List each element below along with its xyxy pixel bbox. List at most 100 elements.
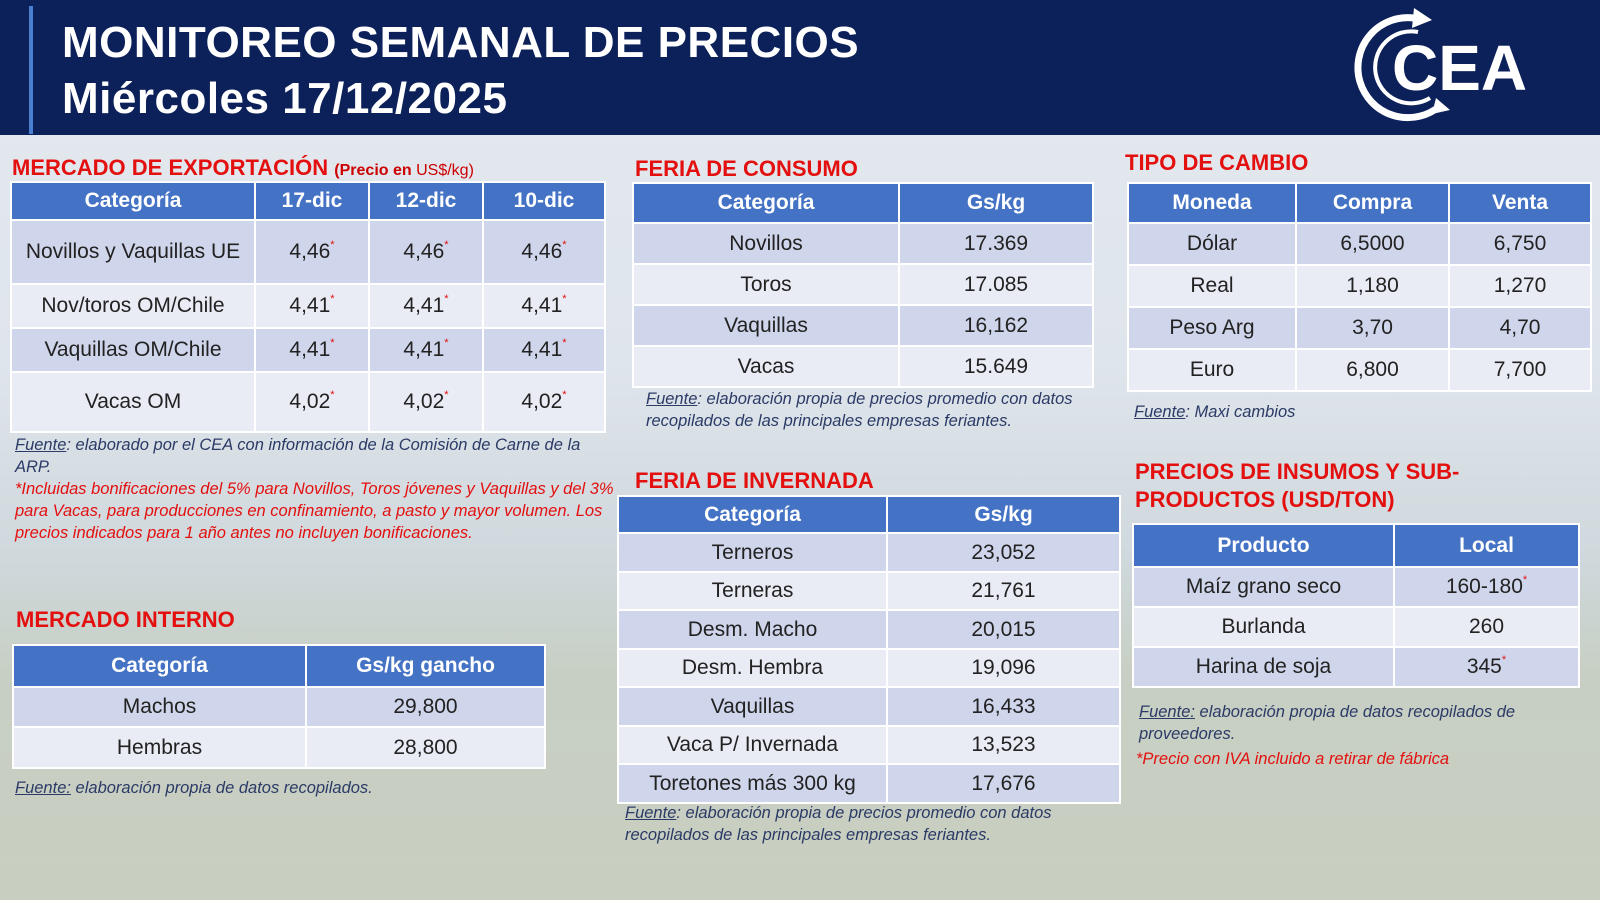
table-cell: 4,46* xyxy=(482,219,606,285)
table-cell: 21,761 xyxy=(886,570,1121,611)
table-row: Desm. Macho 20,015 xyxy=(617,609,1121,650)
table-cell: 1,270 xyxy=(1448,264,1592,308)
table-cell: 345* xyxy=(1393,646,1580,688)
col-header: Moneda xyxy=(1127,182,1297,224)
table-row: Hembras 28,800 xyxy=(12,726,546,769)
insumos-source-note: Fuente: elaboración propia de datos reco… xyxy=(1139,701,1559,745)
table-cell: 4,02* xyxy=(482,371,606,433)
footnote-asterisk: * xyxy=(1501,654,1507,667)
table-cell: Peso Arg xyxy=(1127,306,1297,350)
footnote-asterisk: * xyxy=(330,337,335,350)
table-row: Nov/toros OM/Chile 4,41* 4,41* 4,41* xyxy=(10,283,606,329)
table-cell: Desm. Hembra xyxy=(617,647,888,688)
footnote-asterisk: * xyxy=(444,293,449,306)
table-cell: 4,41* xyxy=(482,327,606,373)
table-cell: 6,5000 xyxy=(1295,222,1450,266)
table-cell: 4,02 xyxy=(289,390,331,414)
table-cell: Vacas xyxy=(632,345,900,388)
footnote-asterisk: * xyxy=(562,293,567,306)
col-header: Local xyxy=(1393,523,1580,568)
table-cell: Vaquillas xyxy=(617,686,888,727)
table-row: Vaquillas OM/Chile 4,41* 4,41* 4,41* xyxy=(10,327,606,373)
table-row: Toretones más 300 kg 17,676 xyxy=(617,763,1121,804)
table-cell: Desm. Macho xyxy=(617,609,888,650)
cambio-section-title: TIPO DE CAMBIO xyxy=(1125,150,1309,175)
col-header: 12-dic xyxy=(368,181,484,221)
table-cell: 19,096 xyxy=(886,647,1121,688)
consumo-source-note: Fuente: elaboración propia de precios pr… xyxy=(646,388,1096,432)
table-row: Terneras 21,761 xyxy=(617,570,1121,611)
table-cell: 4,41* xyxy=(482,283,606,329)
table-cell: 4,46 xyxy=(289,240,331,264)
footnote-asterisk: * xyxy=(1522,574,1528,587)
table-cell: Real xyxy=(1127,264,1297,308)
table-cell: 345 xyxy=(1466,655,1502,679)
table-cell: 160-180 xyxy=(1445,575,1523,599)
consumo-table: Categoría Gs/kg Novillos 17.369 Toros 17.08… xyxy=(632,182,1094,388)
footnote-asterisk: * xyxy=(330,293,335,306)
table-row: Desm. Hembra 19,096 xyxy=(617,647,1121,688)
table-cell: : Maxi cambios xyxy=(1185,403,1296,421)
table-cell: Novillos y Vaquillas UE xyxy=(10,219,256,285)
table-cell: 15.649 xyxy=(898,345,1094,388)
table-cell: 4,41* xyxy=(368,283,484,329)
table-cell: 4,46 xyxy=(403,240,445,264)
col-header: Categoría xyxy=(632,182,900,224)
table-cell: 4,70 xyxy=(1448,306,1592,350)
table-cell: Toretones más 300 kg xyxy=(617,763,888,804)
table-cell: 4,41 xyxy=(521,294,563,318)
insumos-table: Producto Local Maíz grano seco 160-180* Bu… xyxy=(1132,523,1580,688)
footnote-asterisk: * xyxy=(562,239,567,252)
col-header: Categoría xyxy=(10,181,256,221)
table-cell: 16,162 xyxy=(898,304,1094,347)
col-header: Venta xyxy=(1448,182,1592,224)
invernada-section-title: FERIA DE INVERNADA xyxy=(635,468,874,493)
table-cell: Vaca P/ Invernada xyxy=(617,724,888,765)
table-cell: 4,02* xyxy=(368,371,484,433)
table-row: Novillos 17.369 xyxy=(632,222,1094,265)
table-cell: : elaboración propia de precios promedio… xyxy=(625,804,1052,844)
table-cell: 4,46 xyxy=(521,240,563,264)
export-table: Categoría 17-dic 12-dic 10-dic Novillos y V… xyxy=(10,181,606,433)
col-header: Gs/kg xyxy=(898,182,1094,224)
footnote-asterisk: * xyxy=(444,389,449,402)
col-header: Producto xyxy=(1132,523,1395,568)
cambio-source-note: Fuente: Maxi cambios xyxy=(1134,401,1295,423)
table-row: Real 1,180 1,270 xyxy=(1127,264,1592,308)
table-cell: 4,02 xyxy=(403,390,445,414)
table-cell: 16,433 xyxy=(886,686,1121,727)
col-header: Compra xyxy=(1295,182,1450,224)
col-header: Gs/kg xyxy=(886,495,1121,534)
table-cell: Maíz grano seco xyxy=(1132,566,1395,608)
table-cell: Burlanda xyxy=(1132,606,1395,648)
table-cell: Vacas OM xyxy=(10,371,256,433)
table-cell: 4,46* xyxy=(368,219,484,285)
table-cell: 4,41 xyxy=(521,338,563,362)
table-cell: 4,02* xyxy=(254,371,370,433)
table-cell: Harina de soja xyxy=(1132,646,1395,688)
table-cell: 3,70 xyxy=(1295,306,1450,350)
footnote-asterisk: * xyxy=(562,337,567,350)
table-cell: 4,41 xyxy=(403,338,445,362)
footnote-asterisk: * xyxy=(444,239,449,252)
table-cell: Toros xyxy=(632,263,900,306)
table-cell: Nov/toros OM/Chile xyxy=(10,283,256,329)
table-row: Maíz grano seco 160-180* xyxy=(1132,566,1580,608)
table-cell: Fuente xyxy=(15,436,67,454)
table-cell: 17,676 xyxy=(886,763,1121,804)
invernada-source-note: Fuente: elaboración propia de precios pr… xyxy=(625,802,1075,846)
table-cell: 4,41* xyxy=(254,283,370,329)
page-date: Miércoles 17/12/2025 xyxy=(62,74,508,123)
table-row: Vacas OM 4,02* 4,02* 4,02* xyxy=(10,371,606,433)
table-row: Vaquillas 16,162 xyxy=(632,304,1094,347)
table-cell: 28,800 xyxy=(305,726,546,769)
col-header: Gs/kg gancho xyxy=(305,644,546,688)
table-cell: 17.085 xyxy=(898,263,1094,306)
table-cell: Fuente xyxy=(646,390,698,408)
table-cell: Hembras xyxy=(12,726,307,769)
table-row: Machos 29,800 xyxy=(12,686,546,728)
table-row: Novillos y Vaquillas UE 4,46* 4,46* 4,46* xyxy=(10,219,606,285)
export-section-title: MERCADO DE EXPORTACIÓN (Precio en US$/kg… xyxy=(12,155,474,181)
table-row: Burlanda 260 xyxy=(1132,606,1580,648)
insumos-section-title: PRECIOS DE INSUMOS Y SUB-PRODUCTOS (USD/… xyxy=(1135,459,1460,512)
